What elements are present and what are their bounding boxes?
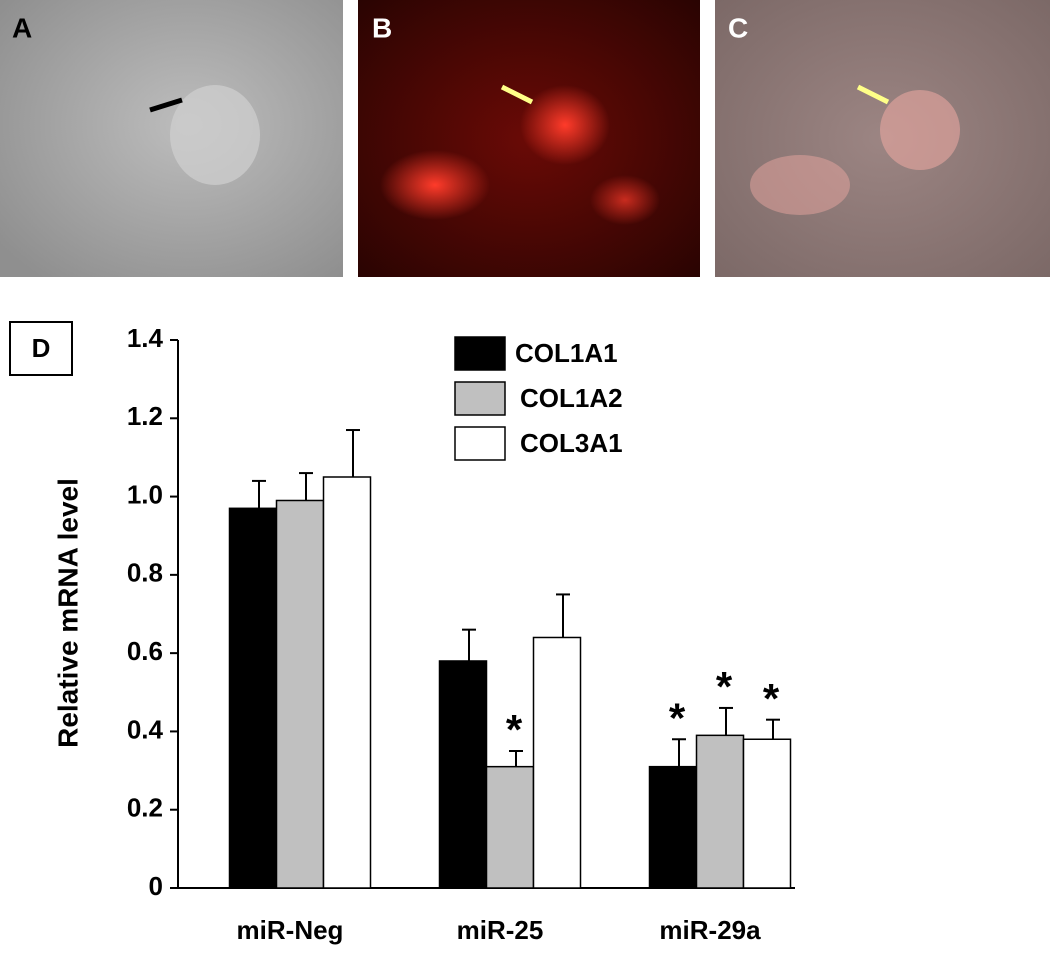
y-tick-label: 1.4 bbox=[127, 323, 164, 353]
significance-mark: * bbox=[763, 675, 780, 722]
legend-swatch bbox=[454, 426, 506, 461]
bar bbox=[742, 738, 792, 889]
cell bbox=[750, 155, 850, 215]
y-tick-label: 0 bbox=[149, 871, 163, 901]
arrow bbox=[149, 97, 183, 113]
bar bbox=[275, 499, 325, 889]
x-tick-label: miR-25 bbox=[457, 915, 544, 945]
cell bbox=[590, 175, 660, 225]
x-tick-label: miR-29a bbox=[659, 915, 761, 945]
legend-label: COL1A2 bbox=[520, 383, 623, 413]
legend-swatch bbox=[454, 336, 506, 371]
y-tick-label: 0.8 bbox=[127, 558, 163, 588]
panel-label: D bbox=[32, 333, 51, 363]
bar bbox=[228, 507, 278, 889]
bar bbox=[485, 765, 535, 889]
y-tick-label: 1.0 bbox=[127, 479, 163, 509]
cell bbox=[520, 85, 610, 165]
legend-label: COL3A1 bbox=[520, 428, 623, 458]
legend-label: COL1A1 bbox=[515, 338, 618, 368]
bar bbox=[438, 660, 488, 889]
arrow bbox=[500, 84, 534, 105]
significance-mark: * bbox=[506, 706, 523, 753]
panel-label: B bbox=[372, 12, 392, 43]
significance-mark: * bbox=[669, 694, 686, 741]
bar bbox=[695, 734, 745, 889]
significance-mark: * bbox=[716, 663, 733, 710]
bar bbox=[322, 476, 372, 889]
bar bbox=[532, 636, 582, 889]
x-tick-label: miR-Neg bbox=[237, 915, 344, 945]
y-axis-title: Relative mRNA level bbox=[52, 478, 83, 748]
cell bbox=[380, 150, 490, 220]
arrow bbox=[856, 84, 890, 105]
cell bbox=[170, 85, 260, 185]
y-tick-label: 0.4 bbox=[127, 714, 164, 744]
y-tick-label: 0.2 bbox=[127, 793, 163, 823]
bar bbox=[648, 765, 698, 889]
cell bbox=[880, 90, 960, 170]
y-tick-label: 0.6 bbox=[127, 636, 163, 666]
legend-swatch bbox=[454, 381, 506, 416]
panel-label-box bbox=[9, 321, 73, 376]
panel-label: C bbox=[728, 12, 748, 43]
panel-label: A bbox=[12, 12, 32, 43]
y-tick-label: 1.2 bbox=[127, 401, 163, 431]
